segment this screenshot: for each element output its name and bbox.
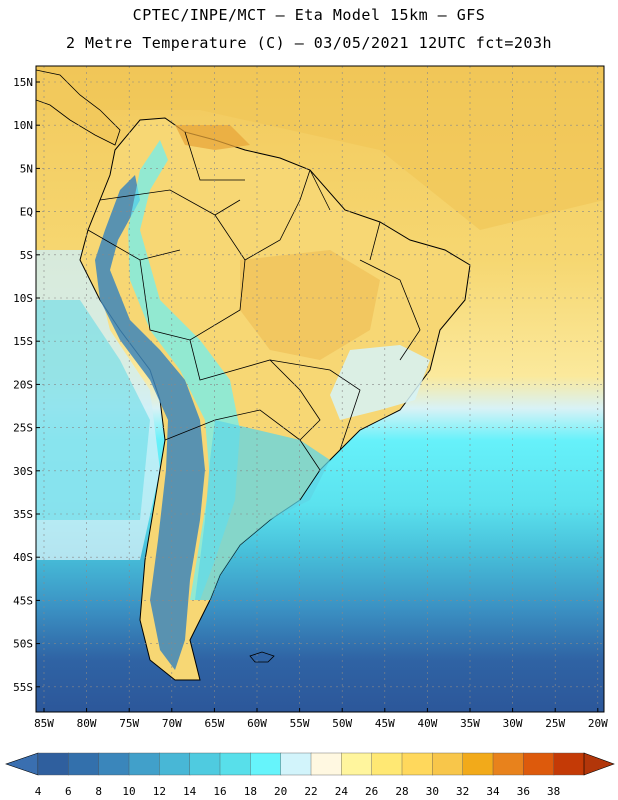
latitude-label: 15N: [13, 76, 33, 89]
brazil-highlands-cool: [330, 345, 430, 420]
graticule: [36, 66, 604, 712]
colorbar-label: 14: [183, 785, 197, 798]
andes-cold-band: [95, 175, 205, 670]
country-borders: [87, 131, 421, 501]
latitude-label: 10S: [13, 292, 33, 305]
colorbar-swatch: [250, 752, 282, 776]
colorbar-label: 32: [456, 785, 469, 798]
latitude-label: 40S: [13, 551, 33, 564]
southern-cone-cool: [195, 420, 330, 600]
longitude-label: 25W: [545, 717, 565, 730]
colorbar-label: 26: [365, 785, 378, 798]
latitude-label: 5N: [20, 162, 33, 175]
colorbar-label: 24: [335, 785, 349, 798]
colorbar-swatch: [189, 752, 221, 776]
colorbar-swatch: [37, 752, 70, 776]
longitude-label: 50W: [332, 717, 352, 730]
colorbar: 4 6 8 10 12 14 16 18 20 22 24 26 28 30 32 34 36 38: [5, 752, 615, 798]
latitude-label: EQ: [20, 206, 33, 219]
colorbar-swatch: [280, 752, 312, 776]
colorbar-swatch: [492, 752, 525, 776]
colorbar-label: 10: [122, 785, 135, 798]
latitude-label: 30S: [13, 465, 33, 478]
pacific-cooler-region: [36, 300, 150, 520]
longitude-label: 60W: [247, 717, 267, 730]
latitude-labels: 15N 10N 5N EQ 5S 10S 15S 20S 25S 30S 35S 40S 45S 50S 5…: [13, 76, 40, 694]
colorbar-label: 28: [395, 785, 408, 798]
colorbar-swatch: [523, 752, 555, 776]
caribbean-warm-region: [36, 66, 604, 230]
longitude-label: 55W: [290, 717, 310, 730]
chart-title: CPTEC/INPE/MCT – Eta Model 15km – GFS: [132, 6, 486, 24]
longitude-label: 30W: [503, 717, 523, 730]
colorbar-swatch: [310, 752, 343, 776]
longitude-label: 85W: [34, 717, 54, 730]
colorbar-label: 36: [517, 785, 530, 798]
colorbar-label: 8: [95, 785, 102, 798]
falkland-islands: [249, 651, 275, 663]
map-frame: [35, 65, 605, 713]
latitude-label: 45S: [13, 594, 33, 607]
latitude-label: 5S: [20, 249, 33, 262]
colorbar-swatch: [68, 752, 100, 776]
colorbar-swatch: [553, 752, 585, 776]
latitude-label: 50S: [13, 638, 33, 651]
colorbar-swatch: [219, 752, 252, 776]
interior-warm-core: [240, 250, 380, 360]
longitude-label: 40W: [417, 717, 437, 730]
colorbar-label: 20: [274, 785, 287, 798]
colorbar-label: 6: [65, 785, 72, 798]
longitude-label: 80W: [77, 717, 97, 730]
longitude-label: 35W: [460, 717, 480, 730]
chart-subtitle: 2 Metre Temperature (C) – 03/05/2021 12U…: [65, 34, 553, 52]
longitude-labels: 85W 80W 75W 70W 65W 60W 55W 50W 45W 40W 35W 30W 25W 2…: [34, 708, 608, 730]
colorbar-swatch: [371, 752, 403, 776]
colorbar-label: 16: [213, 785, 226, 798]
longitude-label: 75W: [119, 717, 139, 730]
colorbar-label: 4: [35, 785, 42, 798]
colorbar-label: 18: [244, 785, 257, 798]
latitude-label: 55S: [13, 681, 33, 694]
venezuela-warm-core: [175, 125, 250, 150]
colorbar-right-arrow: [583, 752, 615, 776]
map-area: [36, 66, 604, 712]
latitude-label: 25S: [13, 422, 33, 435]
colorbar-swatch: [432, 752, 464, 776]
colorbar-swatch: [159, 752, 191, 776]
colorbar-label: 12: [153, 785, 166, 798]
colorbar-label: 34: [486, 785, 500, 798]
colorbar-label: 30: [426, 785, 439, 798]
longitude-label: 45W: [375, 717, 395, 730]
longitude-label: 20W: [588, 717, 608, 730]
latitude-label: 35S: [13, 508, 33, 521]
latitude-label: 15S: [13, 335, 33, 348]
colorbar-label: 22: [304, 785, 317, 798]
colorbar-swatch: [128, 752, 161, 776]
central-america-land: [36, 69, 121, 146]
colorbar-swatch: [98, 752, 130, 776]
colorbar-swatch: [462, 752, 494, 776]
latitude-label: 10N: [13, 119, 33, 132]
longitude-label: 65W: [204, 717, 224, 730]
colorbar-label: 38: [547, 785, 560, 798]
latitude-label: 20S: [13, 378, 33, 391]
colorbar-left-arrow: [5, 752, 39, 776]
colorbar-swatch: [341, 752, 373, 776]
longitude-label: 70W: [162, 717, 182, 730]
colorbar-swatch: [401, 752, 434, 776]
